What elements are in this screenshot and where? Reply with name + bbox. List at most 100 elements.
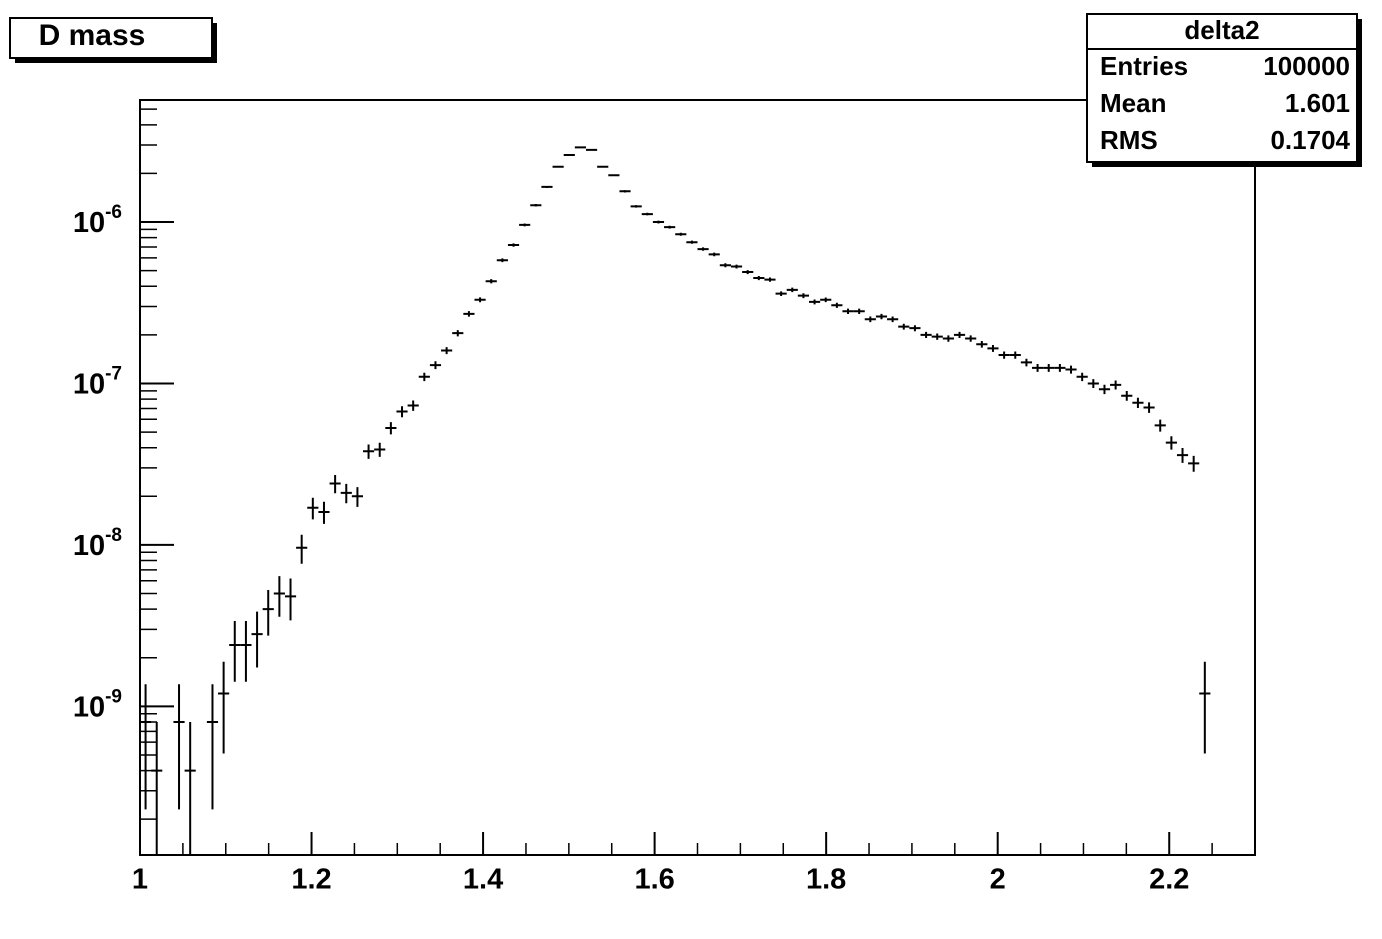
data-point bbox=[1188, 455, 1200, 472]
stats-frame bbox=[1086, 13, 1358, 163]
data-point bbox=[664, 225, 676, 229]
data-point bbox=[719, 263, 731, 268]
x-tick-label: 1.6 bbox=[634, 864, 674, 896]
data-point bbox=[965, 335, 977, 342]
data-point bbox=[1132, 397, 1144, 408]
data-point bbox=[1020, 358, 1032, 367]
data-point bbox=[407, 400, 419, 411]
data-point bbox=[151, 721, 163, 855]
data-point bbox=[953, 331, 966, 339]
data-point bbox=[942, 335, 954, 342]
data-point bbox=[976, 340, 988, 348]
data-point bbox=[887, 316, 899, 323]
data-point bbox=[619, 190, 631, 193]
data-point bbox=[273, 576, 285, 617]
data-point bbox=[909, 325, 921, 332]
data-point bbox=[329, 475, 341, 494]
data-point bbox=[686, 240, 698, 244]
data-point bbox=[764, 277, 776, 282]
data-point bbox=[675, 232, 687, 236]
data-point bbox=[563, 154, 575, 157]
data-point bbox=[552, 165, 564, 168]
data-point bbox=[630, 205, 642, 208]
data-point bbox=[184, 721, 196, 855]
data-point bbox=[284, 578, 297, 621]
data-point bbox=[574, 146, 586, 149]
data-point bbox=[519, 223, 531, 227]
data-point bbox=[1165, 436, 1177, 450]
data-point bbox=[418, 372, 430, 382]
data-point bbox=[586, 148, 598, 151]
data-point bbox=[296, 534, 308, 564]
data-point bbox=[1087, 379, 1099, 389]
data-point bbox=[530, 204, 542, 207]
data-point bbox=[920, 331, 932, 339]
data-point bbox=[697, 247, 709, 251]
data-point bbox=[318, 501, 330, 524]
data-point bbox=[853, 308, 865, 314]
stats-label: Mean bbox=[1100, 88, 1166, 118]
data-point bbox=[251, 611, 263, 668]
stats-box: delta2 Entries 100000 Mean 1.601 RMS 0.1704 bbox=[1086, 13, 1362, 167]
data-point bbox=[1143, 402, 1155, 413]
stats-label: RMS bbox=[1100, 125, 1158, 155]
data-point bbox=[1176, 448, 1189, 463]
data-point bbox=[608, 174, 620, 177]
data-point bbox=[351, 487, 363, 507]
stats-title: delta2 bbox=[1184, 15, 1259, 45]
chart-title: D mass bbox=[39, 19, 146, 52]
data-point bbox=[742, 270, 754, 275]
data-point bbox=[541, 185, 553, 189]
data-point bbox=[652, 220, 665, 224]
data-point bbox=[797, 293, 809, 299]
x-tick-label: 1 bbox=[132, 864, 148, 896]
data-point bbox=[1009, 351, 1021, 359]
data-point bbox=[1065, 365, 1077, 374]
x-tick-label: 1.4 bbox=[463, 864, 503, 896]
data-point bbox=[1076, 372, 1088, 382]
data-point bbox=[820, 297, 832, 303]
data-point bbox=[641, 212, 653, 216]
data-point bbox=[229, 620, 241, 682]
data-point bbox=[485, 279, 497, 284]
x-tick-label: 1.8 bbox=[806, 864, 846, 896]
data-point bbox=[1043, 363, 1055, 372]
stats-label: Entries bbox=[1100, 51, 1188, 81]
data-point bbox=[463, 311, 475, 317]
data-point bbox=[474, 297, 486, 303]
x-tick-label: 2 bbox=[990, 864, 1006, 896]
data-point bbox=[775, 291, 787, 297]
data-point bbox=[496, 258, 508, 263]
data-point bbox=[831, 302, 843, 308]
data-point bbox=[708, 252, 720, 257]
data-point bbox=[340, 483, 352, 504]
data-point bbox=[173, 684, 185, 810]
data-point bbox=[987, 344, 999, 352]
data-point bbox=[875, 313, 888, 320]
y-tick-label: 10-8 bbox=[73, 525, 122, 562]
data-point bbox=[1154, 419, 1166, 432]
data-point bbox=[786, 287, 798, 293]
data-point bbox=[374, 442, 386, 457]
data-point bbox=[842, 308, 854, 314]
data-point bbox=[898, 323, 910, 330]
data-point bbox=[307, 497, 319, 520]
y-tick-label: 10-7 bbox=[73, 363, 122, 400]
data-point bbox=[1199, 661, 1211, 754]
data-point bbox=[507, 243, 520, 247]
y-tick-label: 10-9 bbox=[73, 686, 122, 723]
data-point bbox=[1110, 380, 1122, 390]
data-point bbox=[206, 684, 219, 810]
data-point bbox=[998, 351, 1010, 359]
data-point bbox=[452, 330, 464, 337]
data-point bbox=[262, 589, 274, 636]
data-point bbox=[240, 620, 252, 682]
data-point bbox=[1054, 363, 1066, 372]
y-tick-label: 10-6 bbox=[73, 202, 122, 239]
stats-value: 1.601 bbox=[1285, 88, 1350, 118]
data-point bbox=[1098, 384, 1111, 395]
title-box bbox=[9, 17, 213, 59]
data-point bbox=[363, 444, 375, 459]
